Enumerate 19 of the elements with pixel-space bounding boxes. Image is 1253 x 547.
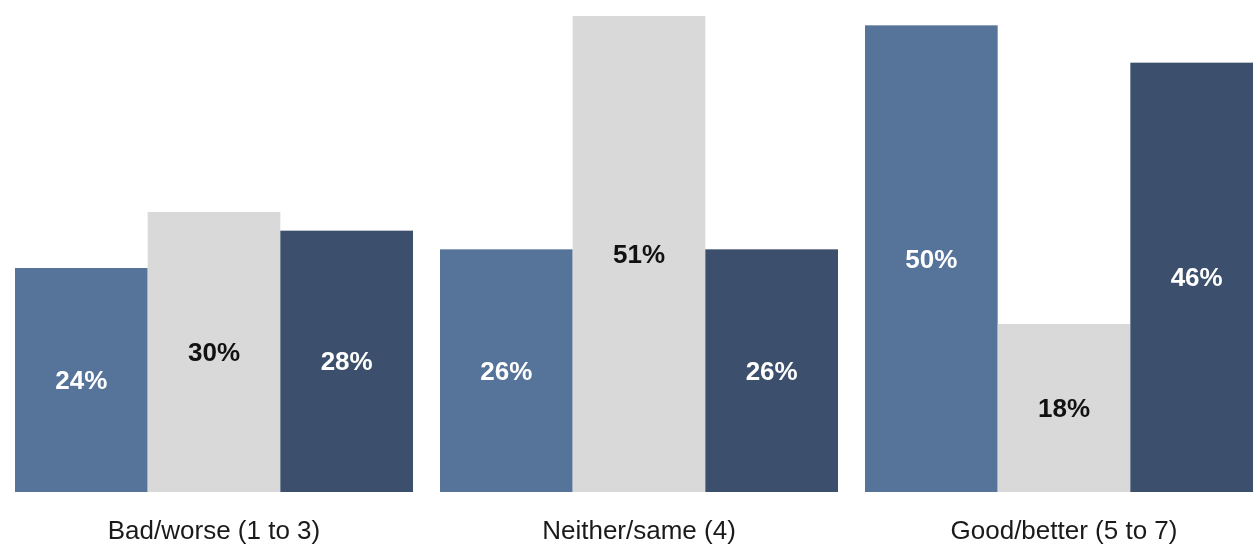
x-tick-label: Bad/worse (1 to 3) (107, 515, 321, 545)
data-label: 26% (745, 355, 798, 386)
x-tick-label: Neither/same (4) (542, 515, 736, 545)
data-label: 50% (905, 243, 958, 274)
data-label: 30% (187, 337, 241, 367)
bar (280, 230, 413, 492)
data-label: 24% (55, 365, 108, 395)
data-label: 26% (480, 355, 533, 386)
bar (865, 25, 998, 492)
bar (440, 249, 573, 492)
data-label: 51% (612, 239, 666, 269)
bar (15, 268, 148, 492)
bar (147, 212, 281, 492)
bar (705, 249, 838, 492)
data-label: 18% (1037, 393, 1091, 423)
data-label: 46% (1170, 262, 1223, 293)
x-tick-label: Good/better (5 to 7) (950, 515, 1178, 545)
data-label: 28% (320, 346, 373, 377)
bar (572, 16, 706, 492)
